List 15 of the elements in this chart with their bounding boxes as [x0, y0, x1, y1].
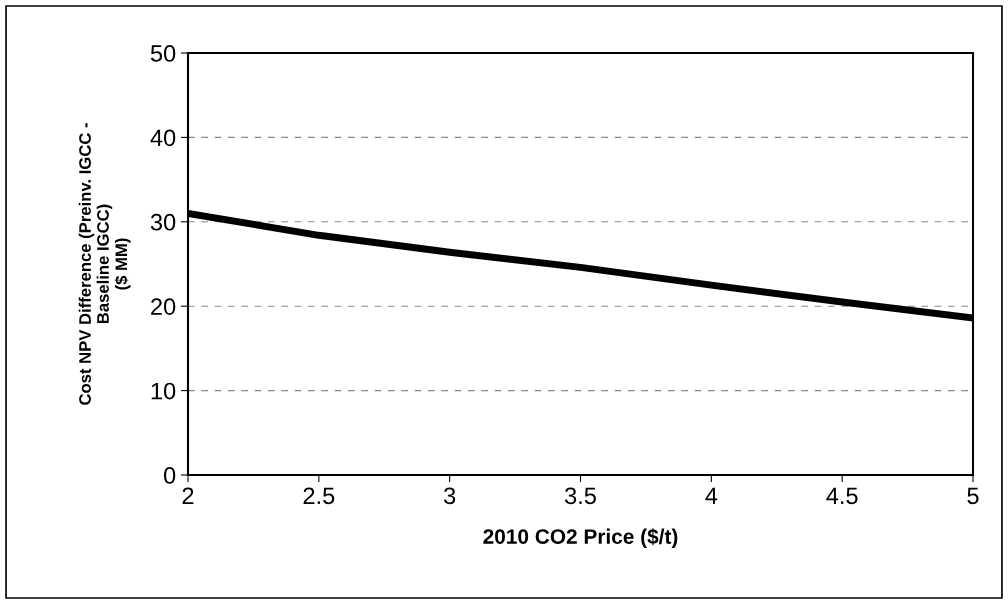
x-tick-label: 4.5 [826, 487, 858, 505]
y-tick-label: 50 [150, 45, 176, 62]
x-tick-label: 2 [182, 487, 194, 504]
y-tick-label: 20 [151, 298, 176, 315]
x-axis-title: 2010 CO2 Price ($/t) [483, 528, 678, 549]
y-tick-label: 40 [150, 129, 176, 147]
x-tick-label: 3 [444, 487, 456, 505]
x-tick-label: 3.5 [564, 487, 596, 505]
x-tick-label: 4 [705, 487, 718, 504]
y-tick-label: 0 [163, 467, 176, 484]
x-tick-label: 5 [967, 487, 979, 505]
y-tick-label: 10 [151, 382, 176, 400]
x-tick-label: 2.5 [303, 487, 335, 505]
y-tick-label: 30 [150, 213, 176, 231]
y-axis-title: Cost NPV Difference (Preinv. IGCC - Baseline IGCC) ($ MM) [78, 123, 131, 405]
